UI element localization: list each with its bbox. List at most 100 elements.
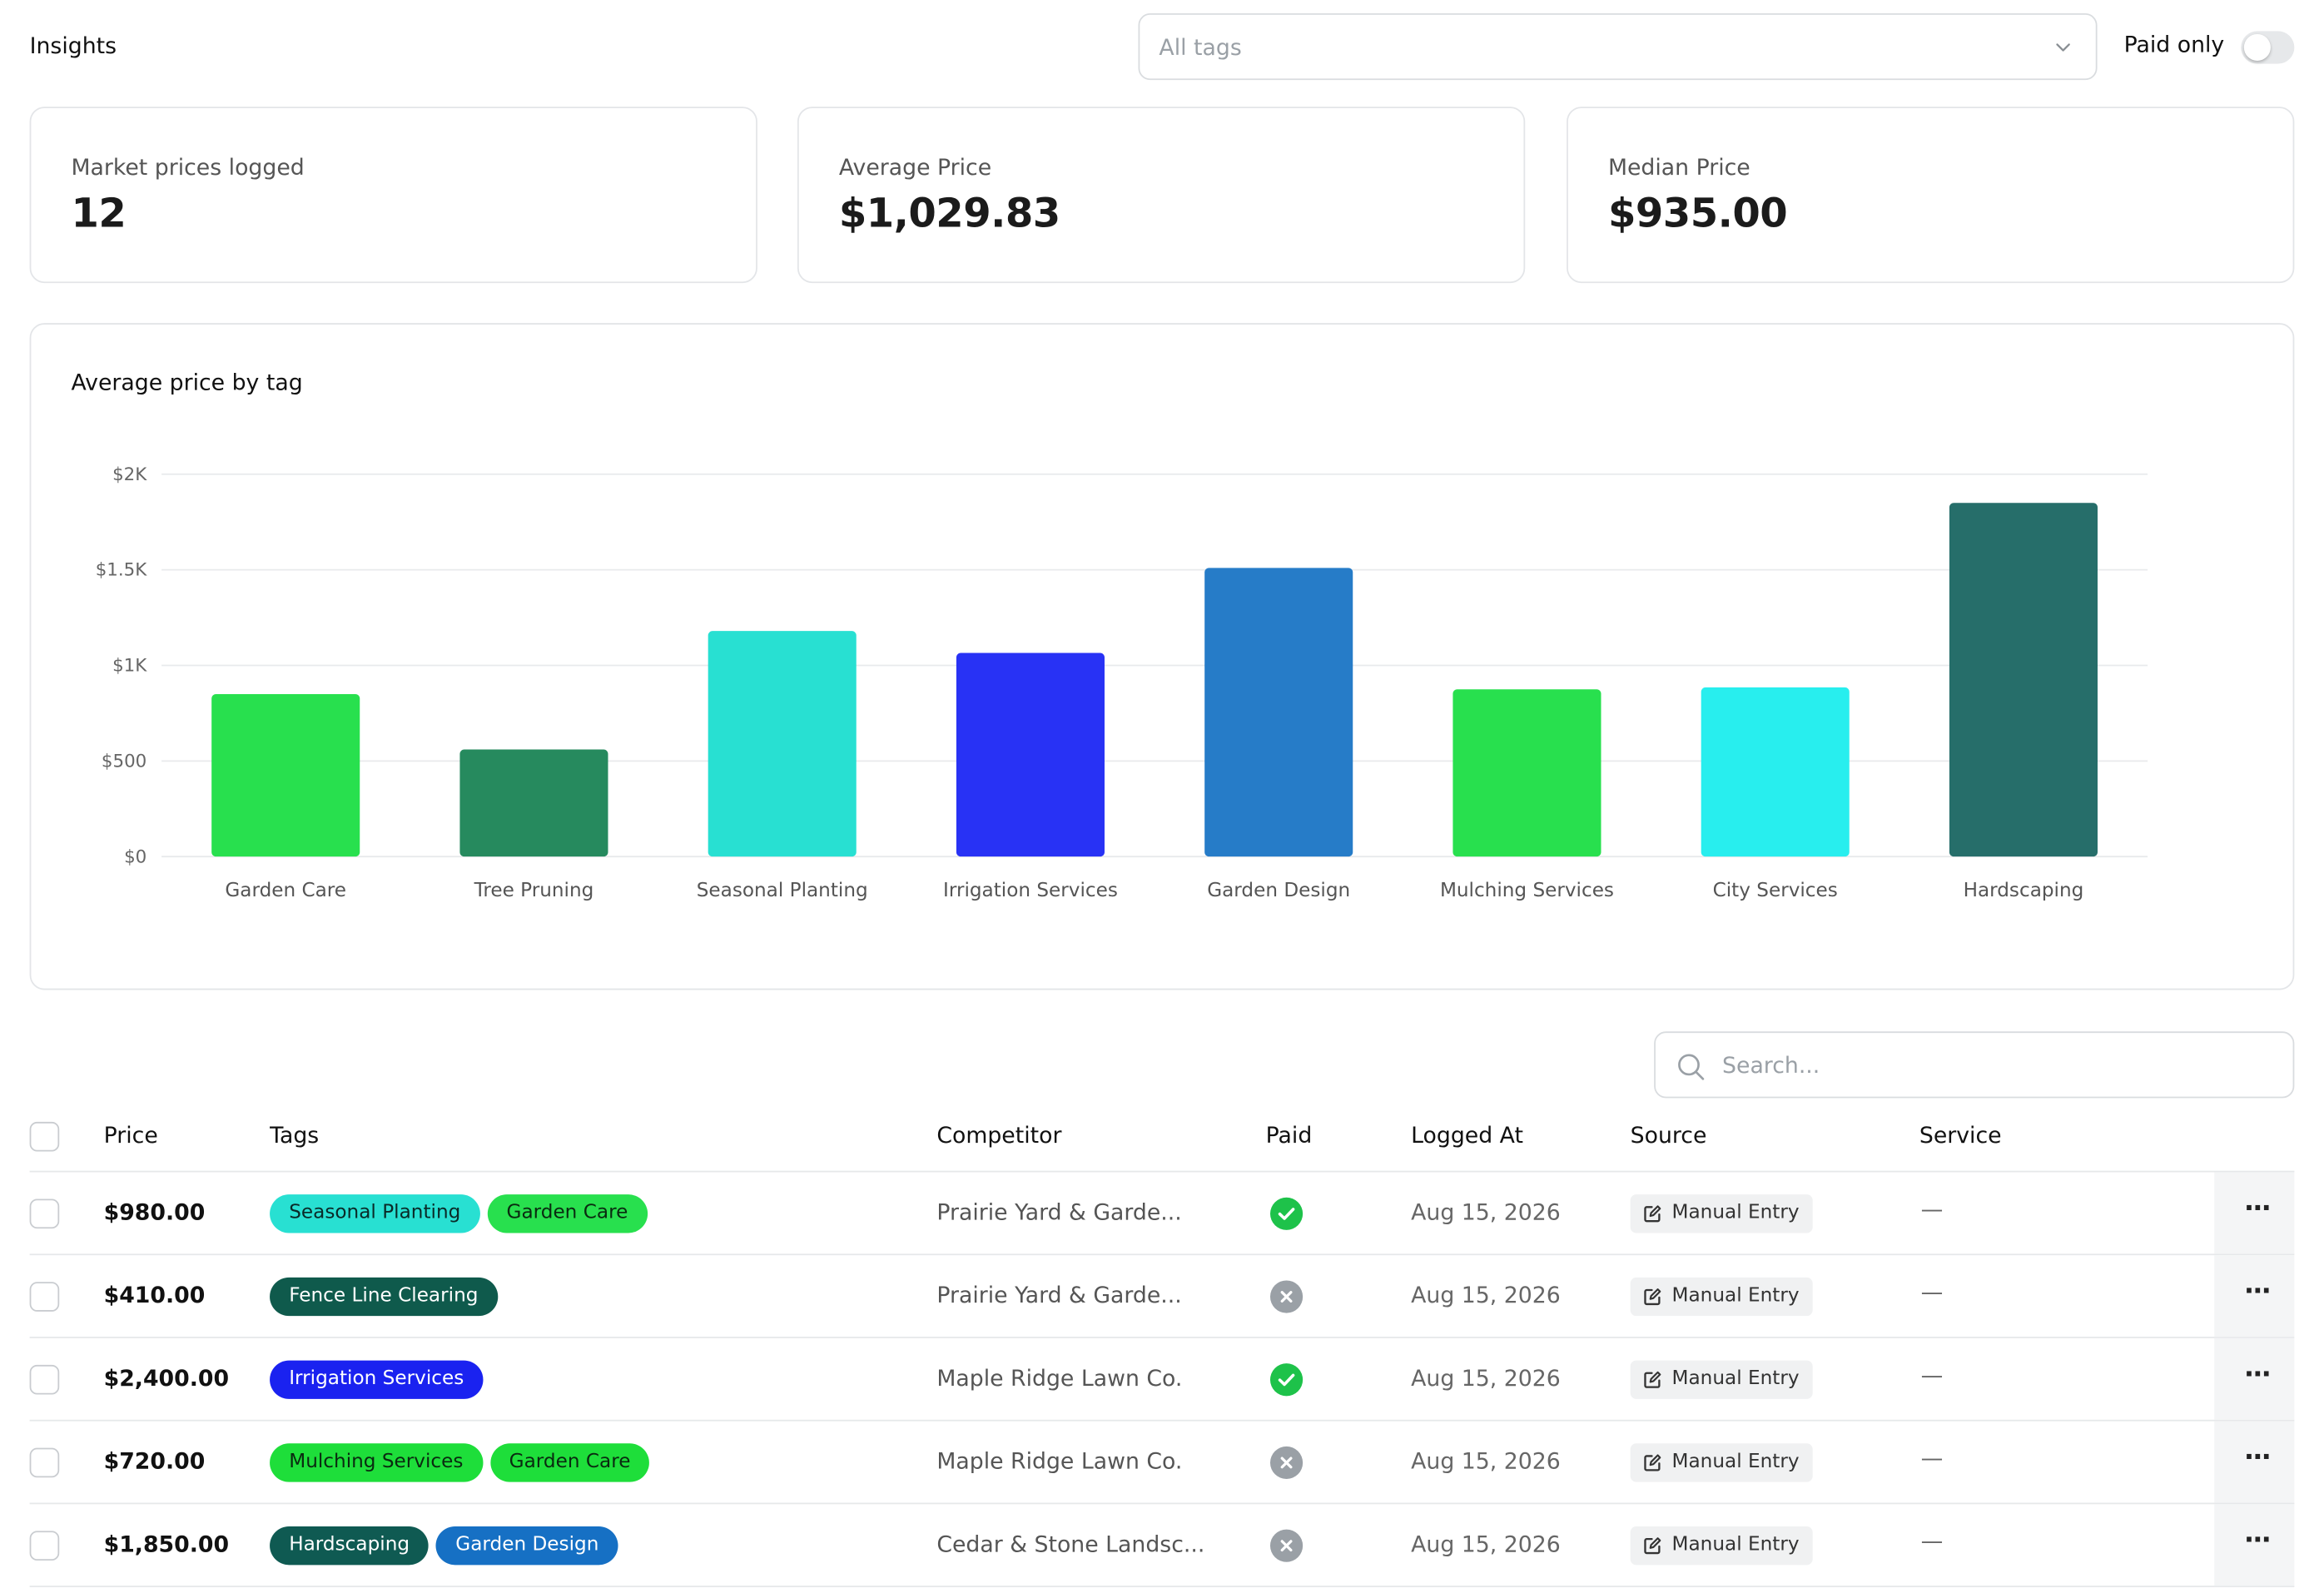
tag-chip[interactable]: Seasonal Planting — [270, 1194, 480, 1233]
stat-card-prices-logged: Market prices logged 12 — [29, 107, 757, 284]
source-label: Manual Entry — [1671, 1284, 1800, 1308]
tag-filter-placeholder: All tags — [1159, 33, 1242, 62]
x-tick-label: Garden Design — [1207, 880, 1350, 901]
service-cell: — — [1920, 1445, 1944, 1472]
column-header-paid[interactable]: Paid — [1265, 1121, 1313, 1149]
tag-chip[interactable]: Garden Care — [489, 1443, 650, 1482]
tag-filter-select[interactable]: All tags — [1138, 13, 2098, 81]
x-tick-label: Irrigation Services — [943, 880, 1118, 901]
bar-chart: $0 $500 $1K $1.5K $2K Garden Care Tree Pruning… — [96, 464, 2148, 901]
row-actions-button[interactable]: ··· — [2214, 1421, 2295, 1503]
column-header-tags[interactable]: Tags — [270, 1121, 320, 1149]
source-label: Manual Entry — [1671, 1533, 1800, 1556]
x-tick-label: Hardscaping — [1964, 880, 2084, 901]
x-tick-label: Seasonal Planting — [697, 880, 868, 901]
table-row[interactable]: $2,400.00 Irrigation Services Maple Ridg… — [29, 1337, 2295, 1422]
search-icon — [1678, 1054, 1705, 1080]
stat-label: Average Price — [838, 154, 992, 181]
search-input[interactable] — [1722, 1047, 2271, 1084]
edit-icon — [1644, 1205, 1661, 1223]
y-tick-label: $500 — [102, 751, 146, 772]
more-horizontal-icon: ··· — [2243, 1525, 2272, 1556]
paid-only-label: Paid only — [2123, 31, 2225, 58]
stat-label: Median Price — [1607, 154, 1750, 181]
source-badge: Manual Entry — [1630, 1526, 1813, 1566]
column-header-competitor[interactable]: Competitor — [936, 1121, 1062, 1149]
check-circle-icon — [1269, 1363, 1304, 1397]
price-cell: $1,850.00 — [103, 1531, 230, 1558]
source-badge: Manual Entry — [1630, 1277, 1813, 1317]
competitor-cell: Prairie Yard & Garde... — [936, 1198, 1182, 1226]
logged-at-cell: Aug 15, 2026 — [1411, 1198, 1561, 1226]
stat-value: $935.00 — [1607, 191, 1788, 237]
stat-card-median-price: Median Price $935.00 — [1567, 107, 2295, 284]
tags-cell: Mulching Services Garden Care — [270, 1443, 650, 1482]
column-header-source[interactable]: Source — [1630, 1121, 1707, 1149]
row-actions-button[interactable]: ··· — [2214, 1337, 2295, 1420]
bar-seasonal-planting[interactable] — [708, 631, 857, 857]
column-header-logged-at[interactable]: Logged At — [1411, 1121, 1523, 1149]
toggle-knob — [2243, 33, 2271, 62]
bar-garden-care[interactable] — [211, 693, 360, 857]
stat-card-average-price: Average Price $1,029.83 — [797, 107, 1526, 284]
row-checkbox[interactable] — [29, 1364, 60, 1395]
table-row[interactable]: $980.00 Seasonal Planting Garden Care Pra… — [29, 1172, 2295, 1256]
x-tick-label: City Services — [1713, 880, 1838, 901]
column-header-service[interactable]: Service — [1919, 1121, 2002, 1149]
row-actions-button[interactable]: ··· — [2214, 1172, 2295, 1254]
service-cell: — — [1920, 1278, 1944, 1306]
more-horizontal-icon: ··· — [2243, 1358, 2272, 1391]
x-circle-icon — [1269, 1280, 1304, 1313]
chart-title: Average price by tag — [71, 369, 303, 396]
tag-chip[interactable]: Hardscaping — [270, 1526, 430, 1566]
table-header: Price Tags Competitor Paid Logged At Sou… — [29, 1103, 2295, 1173]
row-checkbox[interactable] — [29, 1531, 60, 1561]
source-label: Manual Entry — [1671, 1202, 1800, 1224]
competitor-cell: Maple Ridge Lawn Co. — [936, 1364, 1183, 1392]
row-actions-button[interactable]: ··· — [2214, 1255, 2295, 1337]
bar-tree-pruning[interactable] — [459, 749, 608, 857]
stat-label: Market prices logged — [71, 154, 305, 181]
table-row[interactable]: $1,850.00 Hardscaping Garden Design Cedar… — [29, 1504, 2295, 1588]
source-label: Manual Entry — [1671, 1367, 1800, 1391]
bar-garden-design[interactable] — [1204, 568, 1353, 857]
edit-icon — [1644, 1288, 1661, 1306]
source-label: Manual Entry — [1671, 1451, 1800, 1473]
row-actions-button[interactable]: ··· — [2214, 1504, 2295, 1586]
x-tick-label: Garden Care — [225, 880, 346, 901]
edit-icon — [1644, 1454, 1661, 1471]
column-header-price[interactable]: Price — [103, 1121, 158, 1149]
row-checkbox[interactable] — [29, 1282, 60, 1312]
stat-value: $1,029.83 — [838, 191, 1060, 237]
bar-city-services[interactable] — [1701, 687, 1850, 857]
service-cell: — — [1920, 1527, 1944, 1555]
row-checkbox[interactable] — [29, 1447, 60, 1478]
logged-at-cell: Aug 15, 2026 — [1411, 1531, 1561, 1558]
tag-chip[interactable]: Irrigation Services — [270, 1360, 484, 1399]
bar-hardscaping[interactable] — [1949, 503, 2098, 857]
price-cell: $980.00 — [103, 1198, 206, 1226]
prices-table: Price Tags Competitor Paid Logged At Sou… — [29, 1103, 2295, 1588]
bar-mulching-services[interactable] — [1452, 689, 1601, 857]
tags-cell: Irrigation Services — [270, 1360, 484, 1399]
x-tick-label: Tree Pruning — [474, 880, 594, 901]
y-tick-label: $1.5K — [96, 560, 148, 581]
tag-chip[interactable]: Garden Design — [436, 1526, 618, 1566]
select-all-checkbox[interactable] — [29, 1121, 60, 1152]
x-tick-label: Mulching Services — [1440, 880, 1614, 901]
table-row[interactable]: $720.00 Mulching Services Garden Care Map… — [29, 1421, 2295, 1505]
price-cell: $720.00 — [103, 1447, 206, 1475]
tag-chip[interactable]: Fence Line Clearing — [270, 1277, 498, 1317]
table-row[interactable]: $410.00 Fence Line Clearing Prairie Yard… — [29, 1255, 2295, 1338]
paid-only-toggle[interactable] — [2241, 31, 2295, 64]
tag-chip[interactable]: Mulching Services — [270, 1443, 483, 1482]
competitor-cell: Prairie Yard & Garde... — [936, 1282, 1182, 1309]
x-circle-icon — [1269, 1529, 1304, 1562]
bar-irrigation-services[interactable] — [956, 653, 1105, 857]
source-badge: Manual Entry — [1630, 1443, 1813, 1482]
price-cell: $410.00 — [103, 1282, 206, 1309]
row-checkbox[interactable] — [29, 1198, 60, 1229]
tags-cell: Fence Line Clearing — [270, 1277, 498, 1317]
tag-chip[interactable]: Garden Care — [487, 1194, 648, 1233]
